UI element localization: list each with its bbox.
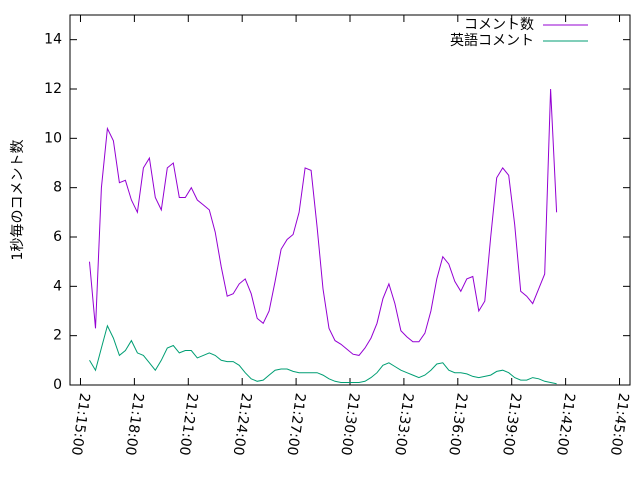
- y-tick-label: 12: [44, 81, 62, 97]
- y-tick-label: 6: [53, 229, 62, 245]
- data-line: [89, 88, 558, 356]
- data-line: [89, 324, 557, 385]
- x-tick-label: 21:45:00: [607, 392, 632, 457]
- x-tick-label: 21:27:00: [283, 392, 308, 457]
- y-tick-label: 0: [53, 377, 62, 393]
- y-tick-label: 8: [53, 180, 62, 196]
- y-tick-label: 4: [53, 278, 62, 294]
- x-tick-label: 21:21:00: [176, 392, 201, 457]
- y-tick-label: 2: [53, 328, 62, 344]
- x-tick-label: 21:15:00: [68, 392, 93, 457]
- x-tick-label: 21:36:00: [445, 392, 470, 457]
- x-tick-label: 21:42:00: [553, 392, 578, 457]
- x-tick-label: 21:18:00: [122, 392, 147, 457]
- y-axis-label: 1秒毎のコメント数: [10, 140, 26, 261]
- legend-label: 英語コメント: [450, 32, 534, 49]
- x-tick-label: 21:33:00: [391, 392, 416, 457]
- x-tick-label: 21:39:00: [499, 392, 524, 457]
- y-tick-label: 10: [44, 130, 62, 146]
- legend-label: コメント数: [464, 17, 534, 33]
- x-tick-label: 21:24:00: [230, 392, 255, 457]
- plot-border: [69, 14, 631, 386]
- y-tick-label: 14: [44, 32, 62, 48]
- x-tick-label: 21:30:00: [337, 392, 362, 457]
